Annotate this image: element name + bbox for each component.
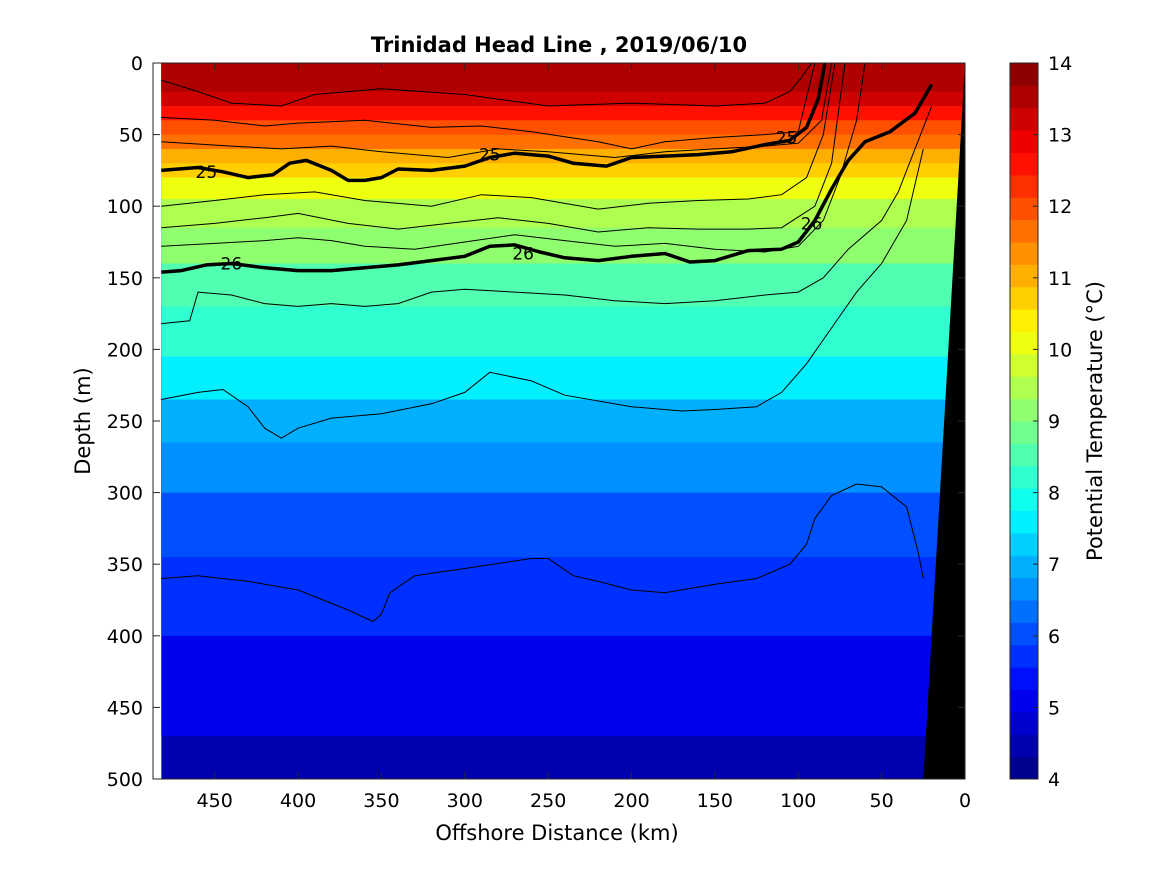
temperature-fill-bands <box>161 63 965 779</box>
colorbar-segment <box>1010 152 1038 176</box>
thin-contour-line <box>161 63 833 159</box>
colorbar-segment <box>1010 667 1038 690</box>
contour-label: 25 <box>196 163 218 183</box>
density-contour-25 <box>161 63 827 183</box>
colorbar: 4 5 6 7 8 9 10 11 12 13 14 <box>1009 53 1072 791</box>
y-tick-label: 100 <box>107 196 143 218</box>
x-tick-label: 0 <box>959 790 971 812</box>
chart-title: Trinidad Head Line , 2019/06/10 <box>371 33 747 57</box>
colorbar-segment <box>1010 622 1038 646</box>
colorbar-tick-label: 7 <box>1048 554 1060 576</box>
density-contour-26 <box>161 83 934 274</box>
colorbar-segment <box>1010 443 1038 467</box>
y-axis: 0 50 100 150 200 250 300 350 400 450 500 <box>107 53 965 791</box>
thin-contours <box>161 63 933 623</box>
thin-contour-line <box>161 63 836 210</box>
y-tick-label: 500 <box>107 769 143 791</box>
y-tick-label: 450 <box>107 697 143 719</box>
colorbar-segment <box>1010 107 1038 131</box>
colorbar-segment <box>1010 242 1038 265</box>
y-tick-label: 150 <box>107 268 143 290</box>
thin-contour-line <box>161 63 866 253</box>
y-tick-label: 250 <box>107 411 143 433</box>
x-tick-label: 50 <box>870 790 894 812</box>
colorbar-tick-label: 13 <box>1048 125 1072 147</box>
y-tick-label: 400 <box>107 626 143 648</box>
colorbar-segment <box>1010 85 1038 109</box>
thin-contour-line <box>161 148 924 439</box>
colorbar-segment <box>1010 130 1038 153</box>
colorbar-segment <box>1010 689 1038 713</box>
colorbar-segment <box>1010 286 1038 310</box>
y-tick-label: 300 <box>107 483 143 505</box>
colorbar-segment <box>1010 510 1038 534</box>
thin-contour-line <box>161 63 813 107</box>
colorbar-segment <box>1010 376 1038 400</box>
seafloor-mask <box>923 63 965 779</box>
colorbar-segment <box>1010 353 1038 377</box>
colorbar-segment <box>1010 197 1038 221</box>
x-tick-label: 400 <box>280 790 316 812</box>
colorbar-label: Potential Temperature (°C) <box>1083 281 1107 561</box>
colorbar-segment <box>1010 532 1038 556</box>
contour-label: 26 <box>512 244 534 264</box>
contour-label: 25 <box>479 146 501 166</box>
colorbar-tick-label: 6 <box>1048 626 1060 648</box>
x-tick-label: 350 <box>363 790 399 812</box>
y-tick-label: 50 <box>119 125 143 147</box>
thin-contour-line <box>161 483 924 623</box>
colorbar-segment <box>1010 600 1038 623</box>
colorbar-tick-label: 4 <box>1048 769 1060 791</box>
thin-contour-line <box>161 63 846 233</box>
colorbar-segment <box>1010 756 1038 780</box>
contour-label: 26 <box>801 214 823 234</box>
x-tick-label: 450 <box>197 790 233 812</box>
colorbar-tick-label: 10 <box>1048 339 1072 361</box>
colorbar-segment <box>1010 264 1038 288</box>
y-tick-label: 350 <box>107 554 143 576</box>
colorbar-segment <box>1010 644 1038 668</box>
colorbar-segment <box>1010 174 1038 198</box>
colorbar-segment <box>1010 711 1038 735</box>
colorbar-segment <box>1010 309 1038 332</box>
contour-label: 26 <box>221 254 243 274</box>
x-axis: 450 400 350 300 250 200 150 100 50 0 <box>197 63 971 812</box>
colorbar-segment <box>1010 488 1038 511</box>
y-axis-label: Depth (m) <box>71 367 95 474</box>
x-tick-label: 150 <box>697 790 733 812</box>
colorbar-segment <box>1010 63 1038 86</box>
thin-contour-line <box>161 63 816 150</box>
colorbar-segment <box>1010 465 1038 489</box>
colorbar-segment <box>1010 734 1038 758</box>
colorbar-segment <box>1010 421 1038 444</box>
colorbar-segment <box>1010 331 1038 355</box>
density-contours <box>161 63 934 274</box>
colorbar-segment <box>1010 219 1038 243</box>
x-tick-label: 100 <box>780 790 816 812</box>
colorbar-tick-label: 5 <box>1048 697 1060 719</box>
y-tick-label: 0 <box>131 53 143 75</box>
x-axis-label: Offshore Distance (km) <box>435 821 678 845</box>
colorbar-tick-label: 8 <box>1048 483 1060 505</box>
colorbar-tick-label: 12 <box>1048 196 1072 218</box>
contour-labels: 25 25 25 26 26 26 <box>196 128 823 274</box>
x-tick-label: 300 <box>447 790 483 812</box>
x-tick-label: 200 <box>613 790 649 812</box>
y-tick-label: 200 <box>107 339 143 361</box>
x-tick-label: 250 <box>530 790 566 812</box>
thin-contour-line <box>161 105 933 325</box>
colorbar-segment <box>1010 577 1038 601</box>
colorbar-tick-label: 11 <box>1048 268 1072 290</box>
colorbar-segment <box>1010 398 1038 422</box>
plot-area <box>153 63 965 779</box>
colorbar-segment <box>1010 555 1038 579</box>
contour-label: 25 <box>776 128 798 148</box>
colorbar-tick-label: 14 <box>1048 53 1072 75</box>
colorbar-tick-label: 9 <box>1048 411 1060 433</box>
